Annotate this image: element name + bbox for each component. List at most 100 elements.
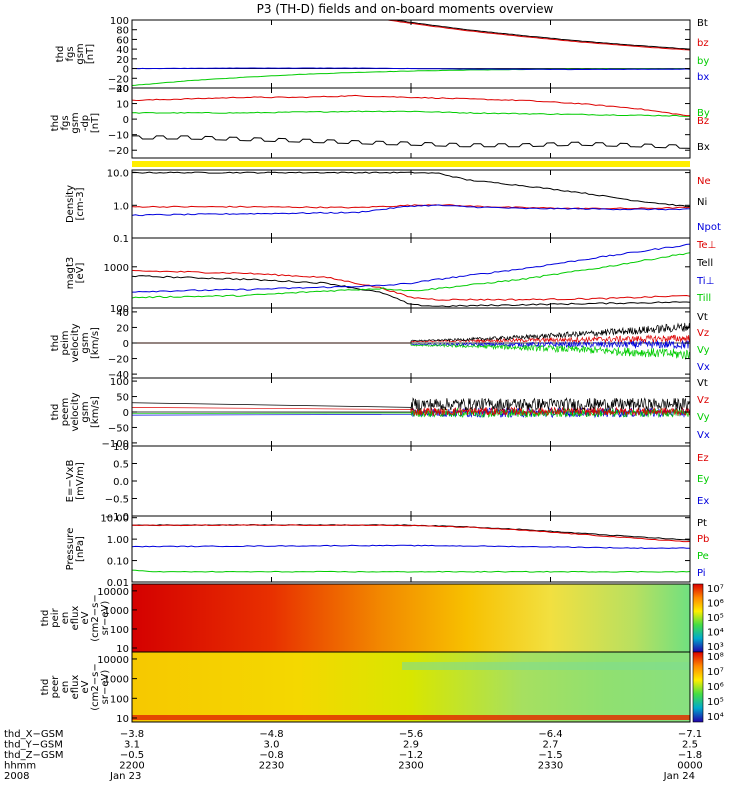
y-tick-label: 60 — [116, 35, 129, 46]
legend-Bz: Bz — [697, 116, 709, 127]
x-row-label: thd_Z−GSM — [4, 750, 64, 761]
ylabel-peir-spec: peir — [50, 607, 61, 627]
ylabel-fgs-gsm: [nT] — [85, 44, 96, 64]
y-tick-label: 10 — [116, 644, 129, 655]
x-row-value: −6.4 — [538, 729, 562, 740]
y-tick-label: 50 — [116, 393, 129, 404]
y-tick-label: −40 — [108, 84, 129, 95]
colorbar-tick: 10⁴ — [707, 712, 724, 723]
y-tick-label: 0.1 — [113, 234, 129, 245]
series-Till — [132, 252, 690, 299]
panels: thd fgs gsm [nT]100806040200−20−40Btbzbybxt… — [40, 16, 724, 725]
y-tick-label: 1000 — [104, 606, 129, 617]
y-tick-label: 0 — [123, 339, 129, 350]
legend-Vy: Vy — [697, 345, 710, 356]
y-tick-label: 10 — [116, 100, 129, 111]
ylabel-velocity-peem: thd — [50, 404, 61, 421]
y-tick-label: 40 — [116, 308, 129, 319]
x-row-value: Jan 24 — [663, 771, 695, 782]
ylabel-fgs-gsm-dt: -dp — [80, 115, 91, 131]
series-Ni — [132, 171, 690, 208]
colorbar-tick: 10⁷ — [707, 667, 724, 678]
x-row-value: Jan 23 — [109, 771, 141, 782]
ylabel-fgs-gsm-dt: thd — [50, 115, 61, 132]
ylabel-velocity-peim: gsm — [80, 332, 91, 353]
y-tick-label: 100 — [110, 304, 129, 315]
legend-Ne: Ne — [697, 176, 711, 187]
ylabel-velocity-peem: peem — [60, 398, 71, 426]
y-tick-label: 20 — [116, 323, 129, 334]
series-Pe — [132, 569, 690, 573]
panel-pressure: Pressure [nPa] 10.00 1.00 0.10 0.01 Pt Pb Pe Pi — [65, 514, 709, 589]
series-Bz — [132, 94, 690, 117]
legend-Tell: Tell — [696, 258, 713, 269]
legend-Ez: Ez — [697, 453, 709, 464]
spectrogram-peir-spec — [132, 584, 690, 652]
y-tick-label: −0.5 — [105, 495, 129, 506]
ylabel-peer-spec: sr−eV) — [100, 670, 111, 705]
legend-Vx: Vx — [697, 362, 710, 373]
y-tick-label: 20 — [116, 84, 129, 95]
y-tick-label: 10 — [116, 714, 129, 725]
x-row-value: 2.7 — [543, 740, 559, 751]
ylabel-peir-spec: eflux — [70, 606, 81, 631]
ylabel-peer-spec: eV — [80, 680, 91, 693]
figure-title: P3 (TH-D) fields and on-board moments ov… — [257, 2, 554, 16]
y-tick-label: 40 — [116, 45, 129, 56]
x-row-value: −1.5 — [538, 750, 562, 761]
x-row-value: 2.9 — [403, 740, 419, 751]
low-energy-band — [132, 715, 690, 720]
ylabel-pressure: [nPa] — [75, 536, 86, 562]
panel-temperature: magt3 [eV] 1000 100 Te⊥ Tell Ti⊥ Till — [65, 237, 716, 315]
legend-Te⊥: Te⊥ — [696, 240, 716, 251]
x-row-value: −5.6 — [399, 729, 423, 740]
legend-Vt: Vt — [697, 312, 708, 323]
y-tick-label: 1000 — [104, 263, 129, 274]
y-tick-label: −20 — [108, 146, 129, 157]
x-row-value: 2230 — [259, 761, 284, 772]
legend-Vz: Vz — [697, 395, 709, 406]
colorbar — [692, 583, 704, 653]
x-row-value: 2.5 — [682, 740, 698, 751]
ylabel-pressure: Pressure — [65, 528, 76, 571]
ylabel-peer-spec: thd — [40, 679, 51, 696]
legend-bz: bz — [697, 38, 709, 49]
y-tick-label: −20 — [108, 355, 129, 366]
ylabel-velocity-peim: peim — [60, 330, 71, 355]
series-Pt — [132, 524, 690, 541]
ylabel-temperature: magt3 — [65, 257, 76, 290]
ylabel-density: Density — [65, 185, 76, 223]
y-tick-label: −40 — [108, 370, 129, 381]
colorbar — [692, 651, 704, 723]
legend-by: by — [697, 56, 709, 67]
ylabel-efield: E=−VxB — [65, 460, 76, 503]
ylabel-peer-spec: (cm2−s− — [90, 663, 101, 710]
ylabel-velocity-peem: gsm — [80, 401, 91, 422]
series-Vt — [132, 397, 690, 412]
y-tick-label: −50 — [108, 423, 129, 434]
series-Te⊥ — [132, 269, 690, 301]
colorbar-tick: 10⁵ — [707, 613, 724, 624]
ylabel-efield: [mV/m] — [75, 462, 86, 500]
y-tick-label: 80 — [116, 26, 129, 37]
x-row-value: −1.2 — [399, 750, 423, 761]
x-row-value: 2200 — [119, 761, 144, 772]
ylabel-density: [cm-3] — [75, 187, 86, 220]
y-tick-label: 0 — [123, 408, 129, 419]
y-tick-label: 0 — [123, 115, 129, 126]
colorbar-tick: 10⁶ — [707, 599, 724, 610]
ylabel-peer-spec: en — [60, 681, 71, 694]
ylabel-peer-spec: eflux — [70, 675, 81, 700]
x-row-value: 0000 — [677, 761, 702, 772]
panel-density: Density [cm-3] 10.0 1.0 0.1 Ne Ni Npot — [65, 169, 721, 245]
legend-Vy: Vy — [697, 412, 710, 423]
ylabel-fgs-gsm-dt: gsm — [70, 112, 81, 133]
ylabel-peir-spec: en — [60, 612, 71, 625]
y-tick-label: 1.00 — [107, 535, 129, 546]
x-row-value: −4.8 — [259, 729, 283, 740]
y-tick-label: 10000 — [97, 655, 129, 666]
ylabel-velocity-peim: thd — [50, 335, 61, 352]
legend-Pi: Pi — [697, 568, 706, 579]
y-tick-label: 1.0 — [113, 201, 129, 212]
x-row-value: 3.0 — [264, 740, 280, 751]
